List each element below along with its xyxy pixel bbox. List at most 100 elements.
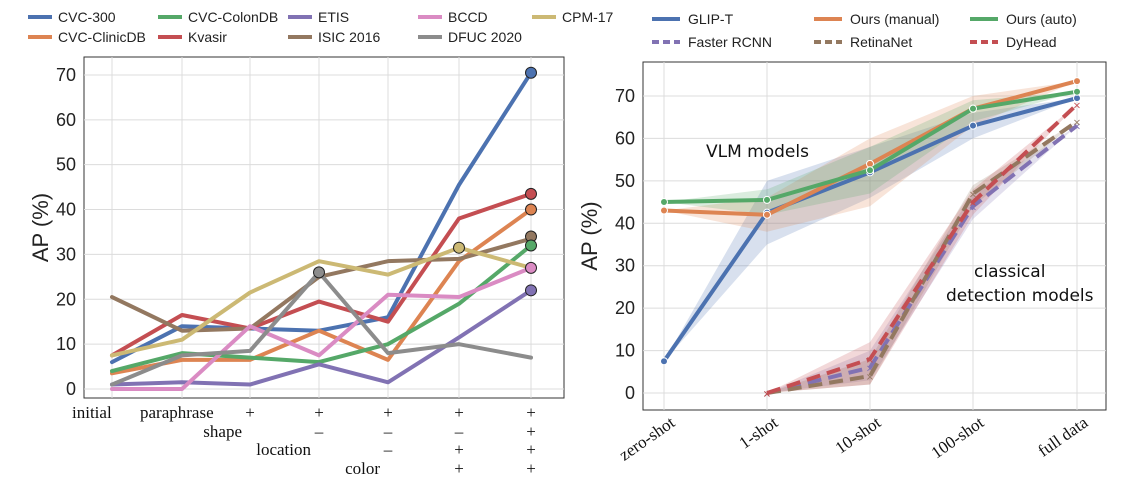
left-xlabel-row1-2: + [245,403,255,422]
right-xtick-full-data: full data [1034,412,1091,460]
right-marker-retinanet-2: × [866,372,874,383]
right-ytick-60: 60 [615,128,635,148]
left-xlabel-row4-4: color [345,459,380,478]
annotation-classical: classical [974,262,1045,282]
left-series-line-kvasir [110,191,533,358]
left-ytick-10: 10 [56,334,76,354]
annotation-vlm-models: VLM models [706,142,809,162]
left-xlabel-row4-5: + [454,459,464,478]
left-ytick-70: 70 [56,65,76,85]
right-marker-dyhead-3: × [969,198,977,209]
right-xtick-1-shot: 1-shot [736,413,782,453]
left-series-line-etis [110,288,533,387]
left-xlabel-row1-3: + [314,403,324,422]
left-xlabel-row3-6: + [526,440,536,459]
left-xlabel-row2-5: – [454,422,464,441]
right-marker-ours-manual-0 [660,206,668,215]
right-ytick-30: 30 [615,256,635,276]
left-ytick-60: 60 [56,110,76,130]
right-marker-ours-auto-3 [969,104,977,113]
left-ytick-40: 40 [56,200,76,220]
left-marker-bccd [525,261,537,274]
left-ytick-30: 30 [56,244,76,264]
left-marker-dfuc-2020 [313,266,325,279]
right-marker-glip-t-3 [969,121,977,130]
left-xlabel-row2-4: – [383,422,393,441]
left-xlabel-row1-1: paraphrase [140,403,214,422]
right-marker-ours-auto-1 [763,195,771,204]
right-legend-label-ours-auto: Ours (auto) [1006,11,1077,27]
right-marker-retinanet-1: × [763,389,771,400]
left-xlabel-row2-6: + [526,422,536,441]
annotation-detection-models: detection models [946,286,1094,306]
right-band-ours-manual [664,81,1077,232]
left-legend-label-dfuc-2020: DFUC 2020 [448,29,522,45]
left-ytick-0: 0 [66,379,76,399]
right-marker-ours-auto-4 [1073,87,1081,96]
right-ylabel: AP (%) [577,201,602,270]
right-xtick-100-shot: 100-shot [928,413,988,463]
right-marker-ours-auto-2 [866,166,874,175]
right-marker-faster-rcnn-3: × [969,202,977,213]
left-legend-label-cvc-colondb: CVC-ColonDB [188,9,278,25]
right-legend-label-faster-rcnn: Faster RCNN [688,34,772,50]
left-ylabel: AP (%) [28,193,53,262]
right-legend-label-glip-t: GLIP-T [688,11,734,27]
left-xlabel-row3-3: location [256,440,311,459]
left-plot-frame [83,56,565,399]
right-marker-dyhead-4: × [1073,100,1081,111]
right-chart: 0 10 20 30 40 50 60 70 AP (%) zero-shot 1-shot 10-s… [577,61,1107,465]
right-ytick-50: 50 [615,171,635,191]
right-ytick-70: 70 [615,86,635,106]
left-xlabel-row1-5: + [454,403,464,422]
right-legend-label-retinanet: RetinaNet [850,34,912,50]
left-xlabel-row4-6: + [526,459,536,478]
right-band-faster-rcnn [767,125,1077,394]
left-legend-label-bccd: BCCD [448,9,488,25]
left-legend: CVC-300 CVC-ClinicDB CVC-ColonDB Kvasir ETIS… [28,9,614,45]
right-series-line-retinanet [766,119,1079,395]
right-marker-faster-rcnn-4: × [1073,122,1081,133]
left-xlabel-row2-2: shape [203,422,242,441]
left-xlabel-row3-5: + [454,440,464,459]
right-band-ours-auto [664,91,1077,215]
right-marker-retinanet-3: × [969,190,977,201]
left-marker-cpm-17 [453,241,465,254]
left-xlabel-row1-6: + [526,403,536,422]
right-band-glip-t [664,98,1077,362]
right-marker-ours-manual-4 [1073,77,1081,86]
right-marker-faster-rcnn-1: × [763,389,771,400]
right-ytick-20: 20 [615,298,635,318]
right-marker-faster-rcnn-2: × [866,364,874,375]
left-legend-label-isic-2016: ISIC 2016 [318,29,380,45]
left-series-line-cvc-clinicdb [110,207,533,376]
left-marker-cvc-300 [525,66,537,79]
right-legend-label-ours-manual: Ours (manual) [850,11,939,27]
left-legend-label-etis: ETIS [318,9,349,25]
left-legend-label-cvc-300: CVC-300 [58,9,116,25]
left-series-line-cvc-colondb [110,243,533,374]
left-xlabel-row3-4: – [383,440,393,459]
right-ytick-0: 0 [625,383,635,403]
left-xlabel-row1-4: + [383,403,393,422]
left-marker-cvc-clinicdb [525,203,537,216]
right-legend: GLIP-T Faster RCNN Ours (manual) RetinaNet O… [652,11,1077,50]
right-marker-ours-manual-1 [763,210,771,219]
right-xtick-zero-shot: zero-shot [616,413,679,465]
left-xlabel-row2-3: – [314,422,324,441]
right-xtick-10-shot: 10-shot [832,413,885,458]
left-legend-label-cvc-clinicdb: CVC-ClinicDB [58,29,146,45]
right-marker-ours-auto-0 [660,198,668,207]
right-series-line-dyhead [766,102,1079,395]
right-ytick-40: 40 [615,213,635,233]
right-marker-glip-t-0 [660,357,668,366]
left-marker-etis [525,284,537,297]
right-ytick-10: 10 [615,341,635,361]
left-legend-label-kvasir: Kvasir [188,29,227,45]
left-marker-kvasir [525,187,537,200]
left-marker-cvc-colondb [525,239,537,252]
left-series-line-bccd [110,265,533,392]
left-legend-label-cpm-17: CPM-17 [562,9,614,25]
